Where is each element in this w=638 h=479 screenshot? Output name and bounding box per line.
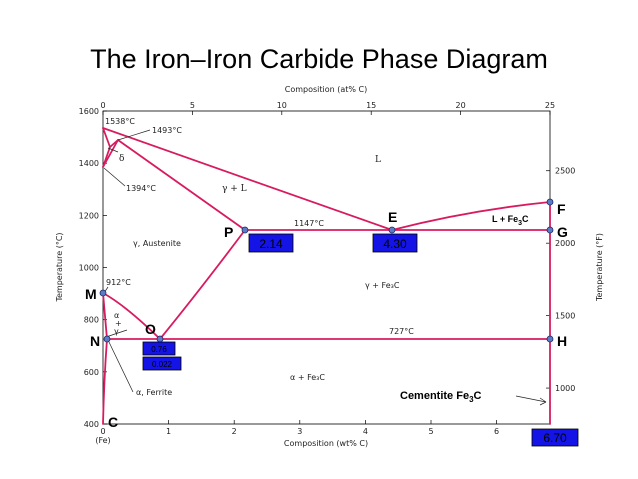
a3-line (102, 292, 161, 340)
bottom-origin-label: (Fe) (95, 436, 110, 445)
temp-1493-label: 1493°C (152, 126, 182, 135)
p-value-text: 2.14 (259, 237, 283, 251)
right-tick-label: 1000 (555, 384, 575, 393)
marker-h (546, 335, 554, 343)
ferrite-region-label: α, Ferrite (136, 388, 172, 397)
point-o-label: O (145, 321, 156, 337)
liquid-region-label: L (375, 155, 381, 165)
ferrite-solvus-line (102, 338, 108, 425)
temp-912-label: 912°C (106, 278, 131, 287)
leader-cementite (515, 395, 547, 403)
point-f-label: F (557, 201, 566, 217)
bottom-axis-ticks: 0 1 2 3 4 5 6 (100, 420, 499, 436)
top-tick-label: 25 (545, 101, 555, 110)
leader-lines (103, 129, 547, 403)
leader-delta (107, 147, 119, 153)
gamma-small-label: γ (114, 327, 119, 336)
marker-o (156, 335, 164, 343)
gamma-liquid-region-label: γ + L (222, 184, 247, 194)
bottom-tick-label: 2 (232, 427, 237, 436)
top-tick-label: 10 (277, 101, 287, 110)
alpha-gamma-boundary-line (102, 292, 108, 340)
bottom-tick-label: 1 (166, 427, 171, 436)
delta-gamma-line (102, 139, 119, 168)
top-tick-label: 0 (100, 101, 105, 110)
bottom-axis-label: Composition (wt% C) (284, 439, 368, 448)
point-p-label: P (224, 224, 233, 240)
alpha-cementite-region-label: α + Fe₃C (290, 373, 325, 382)
point-m-label: M (85, 286, 97, 302)
top-tick-label: 15 (366, 101, 376, 110)
p-value-box (248, 233, 294, 253)
marker-e (388, 226, 396, 234)
bottom-tick-label: 6 (494, 427, 499, 436)
cementite-arrow-icon (539, 397, 547, 406)
left-tick-label: 1000 (79, 264, 99, 273)
left-tick-label: 1200 (79, 211, 99, 220)
marker-g (546, 226, 554, 234)
bottom-tick-label: 0 (100, 427, 105, 436)
right-tick-label: 2500 (555, 167, 575, 176)
right-tick-label: 1500 (555, 312, 575, 321)
phase-boundaries (102, 127, 551, 425)
e-value-box (372, 233, 418, 253)
page-title: The Iron–Iron Carbide Phase Diagram (90, 44, 548, 74)
marker-f (546, 198, 554, 206)
point-markers (99, 198, 554, 343)
top-tick-label: 20 (456, 101, 466, 110)
point-e-label: E (388, 209, 397, 225)
top-tick-label: 5 (190, 101, 195, 110)
temp-1538-label: 1538°C (105, 117, 135, 126)
bottom-tick-label: 3 (297, 427, 302, 436)
leader-1394 (103, 167, 126, 187)
acm-line (159, 229, 246, 340)
top-axis-label: Composition (at% C) (285, 85, 368, 94)
point-n-label: N (90, 333, 100, 349)
cementite-liquidus-line (391, 201, 551, 231)
n-value-box (142, 356, 182, 371)
o-value-text: 0.76 (151, 345, 167, 354)
left-tick-label: 1400 (79, 159, 99, 168)
right-tick-label: 2000 (555, 239, 575, 248)
bottom-tick-label: 5 (428, 427, 433, 436)
plot-frame (102, 110, 551, 425)
o-value-box (142, 341, 176, 356)
point-g-label: G (557, 224, 568, 240)
alpha-small-label: α (114, 311, 119, 320)
temp-1147-label: 1147°C (294, 219, 324, 228)
left-tick-label: 800 (84, 316, 99, 325)
point-h-label: H (557, 333, 567, 349)
bottom-tick-label: 4 (363, 427, 368, 436)
top-axis-ticks: 0 5 10 15 20 25 (100, 101, 555, 115)
c-value-box (531, 428, 579, 447)
marker-m (99, 289, 107, 297)
leader-1493 (117, 129, 151, 141)
marker-p (241, 226, 249, 234)
delta-region-label: δ (119, 154, 124, 164)
austenite-solidus-line (117, 139, 246, 231)
e-value-text: 4.30 (383, 237, 407, 251)
left-tick-label: 1600 (79, 107, 99, 116)
left-tick-label: 600 (84, 368, 99, 377)
left-axis-label: Temperature (°C) (55, 232, 64, 302)
leader-alpha-gamma (105, 329, 128, 338)
plus-small-label: + (115, 319, 122, 328)
liquid-cementite-label: L + Fe3C (492, 214, 529, 227)
left-tick-label: 400 (84, 420, 99, 429)
n-value-text: 0.022 (152, 360, 173, 369)
temp-1394-label: 1394°C (126, 184, 156, 193)
right-axis-label: Temperature (°F) (595, 233, 604, 302)
marker-n (103, 335, 111, 343)
temp-727-label: 727°C (389, 327, 414, 336)
point-c-label: C (108, 414, 118, 430)
austenite-region-label: γ, Austenite (133, 239, 181, 248)
leader-ferrite (107, 339, 134, 393)
gamma-cementite-region-label: γ + Fe₃C (365, 281, 400, 290)
c-value-text: 6.70 (543, 431, 567, 445)
cementite-label: Cementite Fe3C (400, 390, 482, 404)
liquidus-line (102, 127, 393, 231)
